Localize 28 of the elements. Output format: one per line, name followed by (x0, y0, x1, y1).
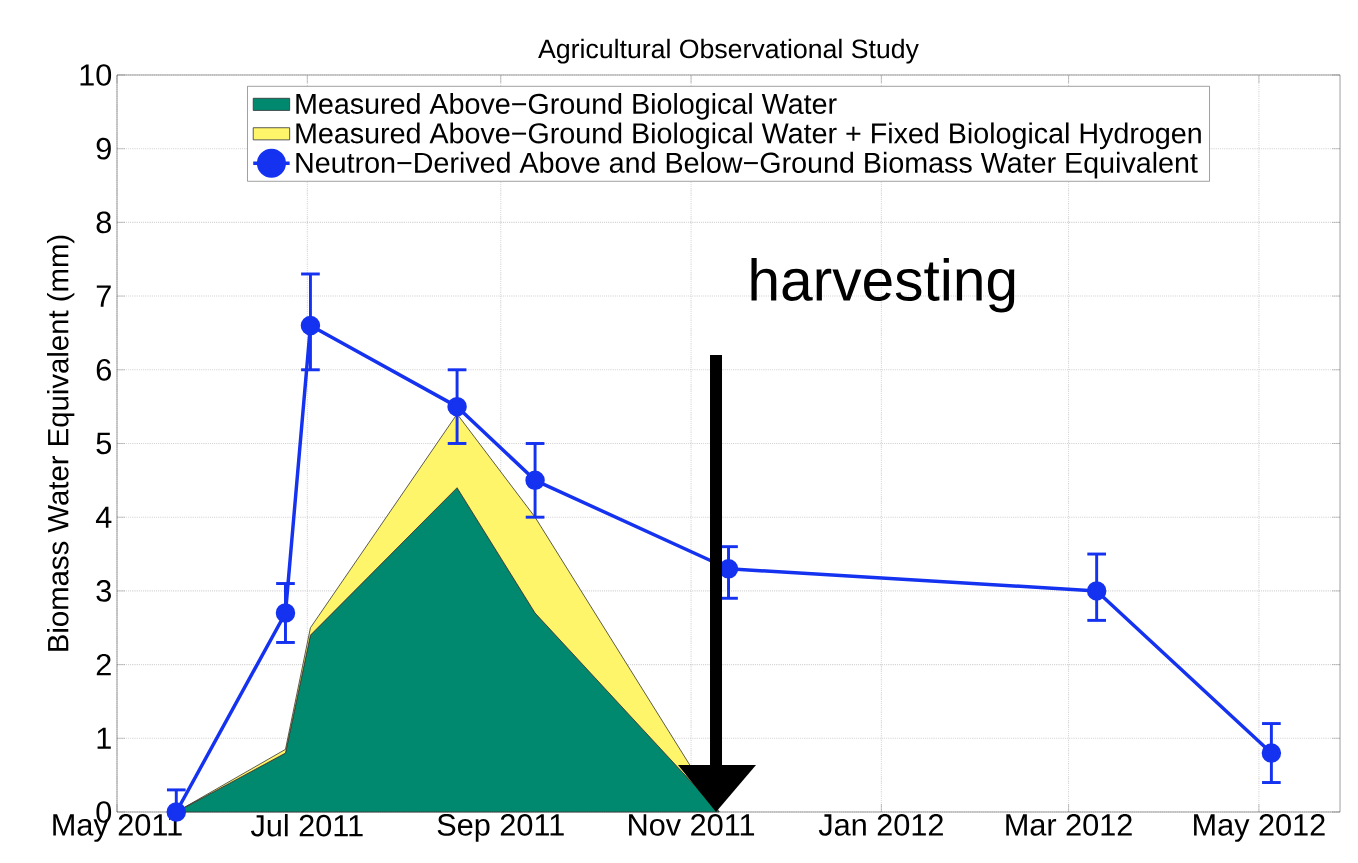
annotation: harvesting (751, 257, 1015, 313)
y-tick-label: 10 (80, 64, 112, 86)
chart-title: Agricultural Observational Study (538, 38, 919, 64)
y-tick-label: 2 (96, 653, 111, 676)
y-tick-label: 7 (96, 285, 111, 307)
x-tick-label: May 2012 (1194, 814, 1325, 842)
y-tick-label: 9 (96, 137, 111, 160)
y-tick-label: 6 (96, 358, 111, 381)
x-tick-label: Jan 2012 (818, 814, 943, 836)
point (1261, 743, 1282, 763)
x-tick-label: Nov 2011 (629, 814, 755, 836)
y-tick-label: 4 (95, 506, 112, 528)
point (447, 396, 467, 417)
y-tick-label: 1 (97, 727, 111, 749)
point (1086, 581, 1107, 601)
y-tick-label: 5 (96, 432, 111, 455)
y-axis-title: Biomass Water Equivalent (mm) (47, 235, 75, 651)
y-tick-label: 8 (96, 211, 111, 234)
point (275, 603, 296, 623)
legend-label: Measured Above−Ground Biological Water + Fixed Biological Hydrogen (296, 122, 1201, 150)
point (525, 470, 545, 491)
x-tick-label: Jul 2011 (250, 814, 363, 837)
legend-label: Measured Above−Ground Biological Water (296, 92, 837, 120)
point (300, 315, 321, 336)
x-tick-label: Mar 2012 (1006, 814, 1132, 836)
y-tick-label: 3 (96, 580, 111, 602)
legend-label: Neutron−Derived Above and Below−Ground Biomass Water Equivalent (296, 151, 1198, 179)
x-tick-label: Sep 2011 (437, 814, 564, 842)
